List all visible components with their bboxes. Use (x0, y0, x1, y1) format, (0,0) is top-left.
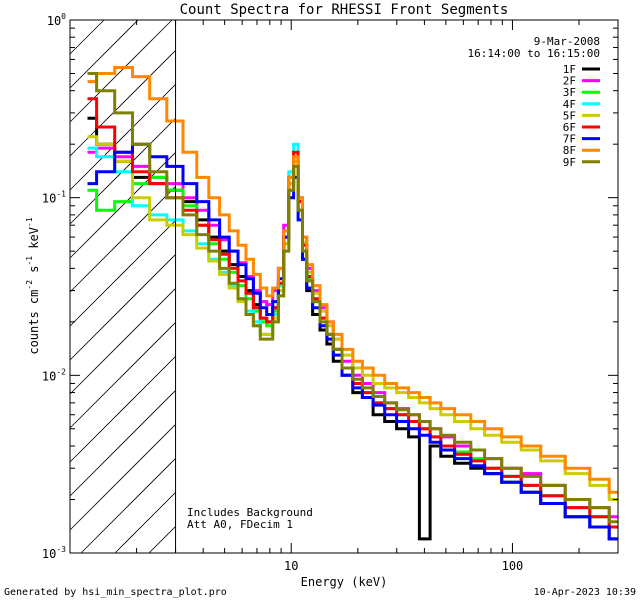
series-line-9F (87, 72, 618, 524)
hatch-line (148, 526, 176, 554)
legend-label-9F: 9F (563, 156, 576, 169)
hatch-line (80, 458, 176, 554)
date-label: 9-Mar-2008 (534, 35, 600, 48)
y-tick-label: 10-1 (42, 190, 66, 206)
legend-label-6F: 6F (563, 121, 576, 134)
legend-label-4F: 4F (563, 98, 576, 111)
hatch-line (69, 50, 176, 157)
series-lines (87, 66, 618, 541)
hatch-line (69, 424, 176, 531)
series-line-4F (87, 142, 618, 529)
x-tick-label: 100 (502, 559, 524, 573)
legend-label-7F: 7F (563, 133, 576, 146)
hatch-line (69, 356, 176, 463)
hatch-line (69, 84, 176, 191)
annotation-background: Includes Background (187, 506, 313, 519)
hatch-line (69, 19, 173, 123)
hatch-line (69, 322, 176, 429)
legend-label-1F: 1F (563, 63, 576, 76)
x-tick-label: 10 (284, 559, 298, 573)
hatch-line (69, 254, 176, 361)
y-tick-label: 10-3 (42, 545, 66, 561)
hatch-line (69, 152, 176, 259)
legend-label-8F: 8F (563, 144, 576, 157)
hatch-line (69, 186, 176, 293)
legend-label-2F: 2F (563, 75, 576, 88)
hatch-line (69, 19, 105, 55)
series-line-7F (87, 142, 618, 541)
y-axis-ticks: 10-3 10-2 10-1 100 (42, 12, 618, 561)
x-axis-ticks: 10 100 (69, 20, 619, 573)
timestamp: 10-Apr-2023 10:39 (533, 587, 636, 598)
y-axis-label: counts cm-2 s-1 keV-1 (25, 217, 41, 354)
x-axis-label: Energy (keV) (301, 575, 388, 589)
chart-title: Count Spectra for RHESSI Front Segments (180, 2, 509, 18)
series-line-8F (87, 66, 618, 494)
legend-label-5F: 5F (563, 109, 576, 122)
hatch-line (69, 19, 139, 89)
hatch-line (69, 390, 176, 497)
time-range-label: 16:14:00 to 16:15:00 (468, 47, 600, 60)
annotation-attenuator: Att A0, FDecim 1 (187, 518, 293, 531)
hatch-line (69, 220, 176, 327)
y-tick-label: 100 (47, 12, 66, 28)
y-tick-label: 10-2 (42, 367, 66, 383)
plot-frame (69, 19, 619, 554)
generated-by-note: Generated by hsi_min_spectra_plot.pro (4, 587, 227, 598)
legend-label-3F: 3F (563, 86, 576, 99)
hatch-line (114, 492, 176, 554)
series-line-2F (87, 146, 618, 519)
hatch-line (69, 288, 176, 395)
